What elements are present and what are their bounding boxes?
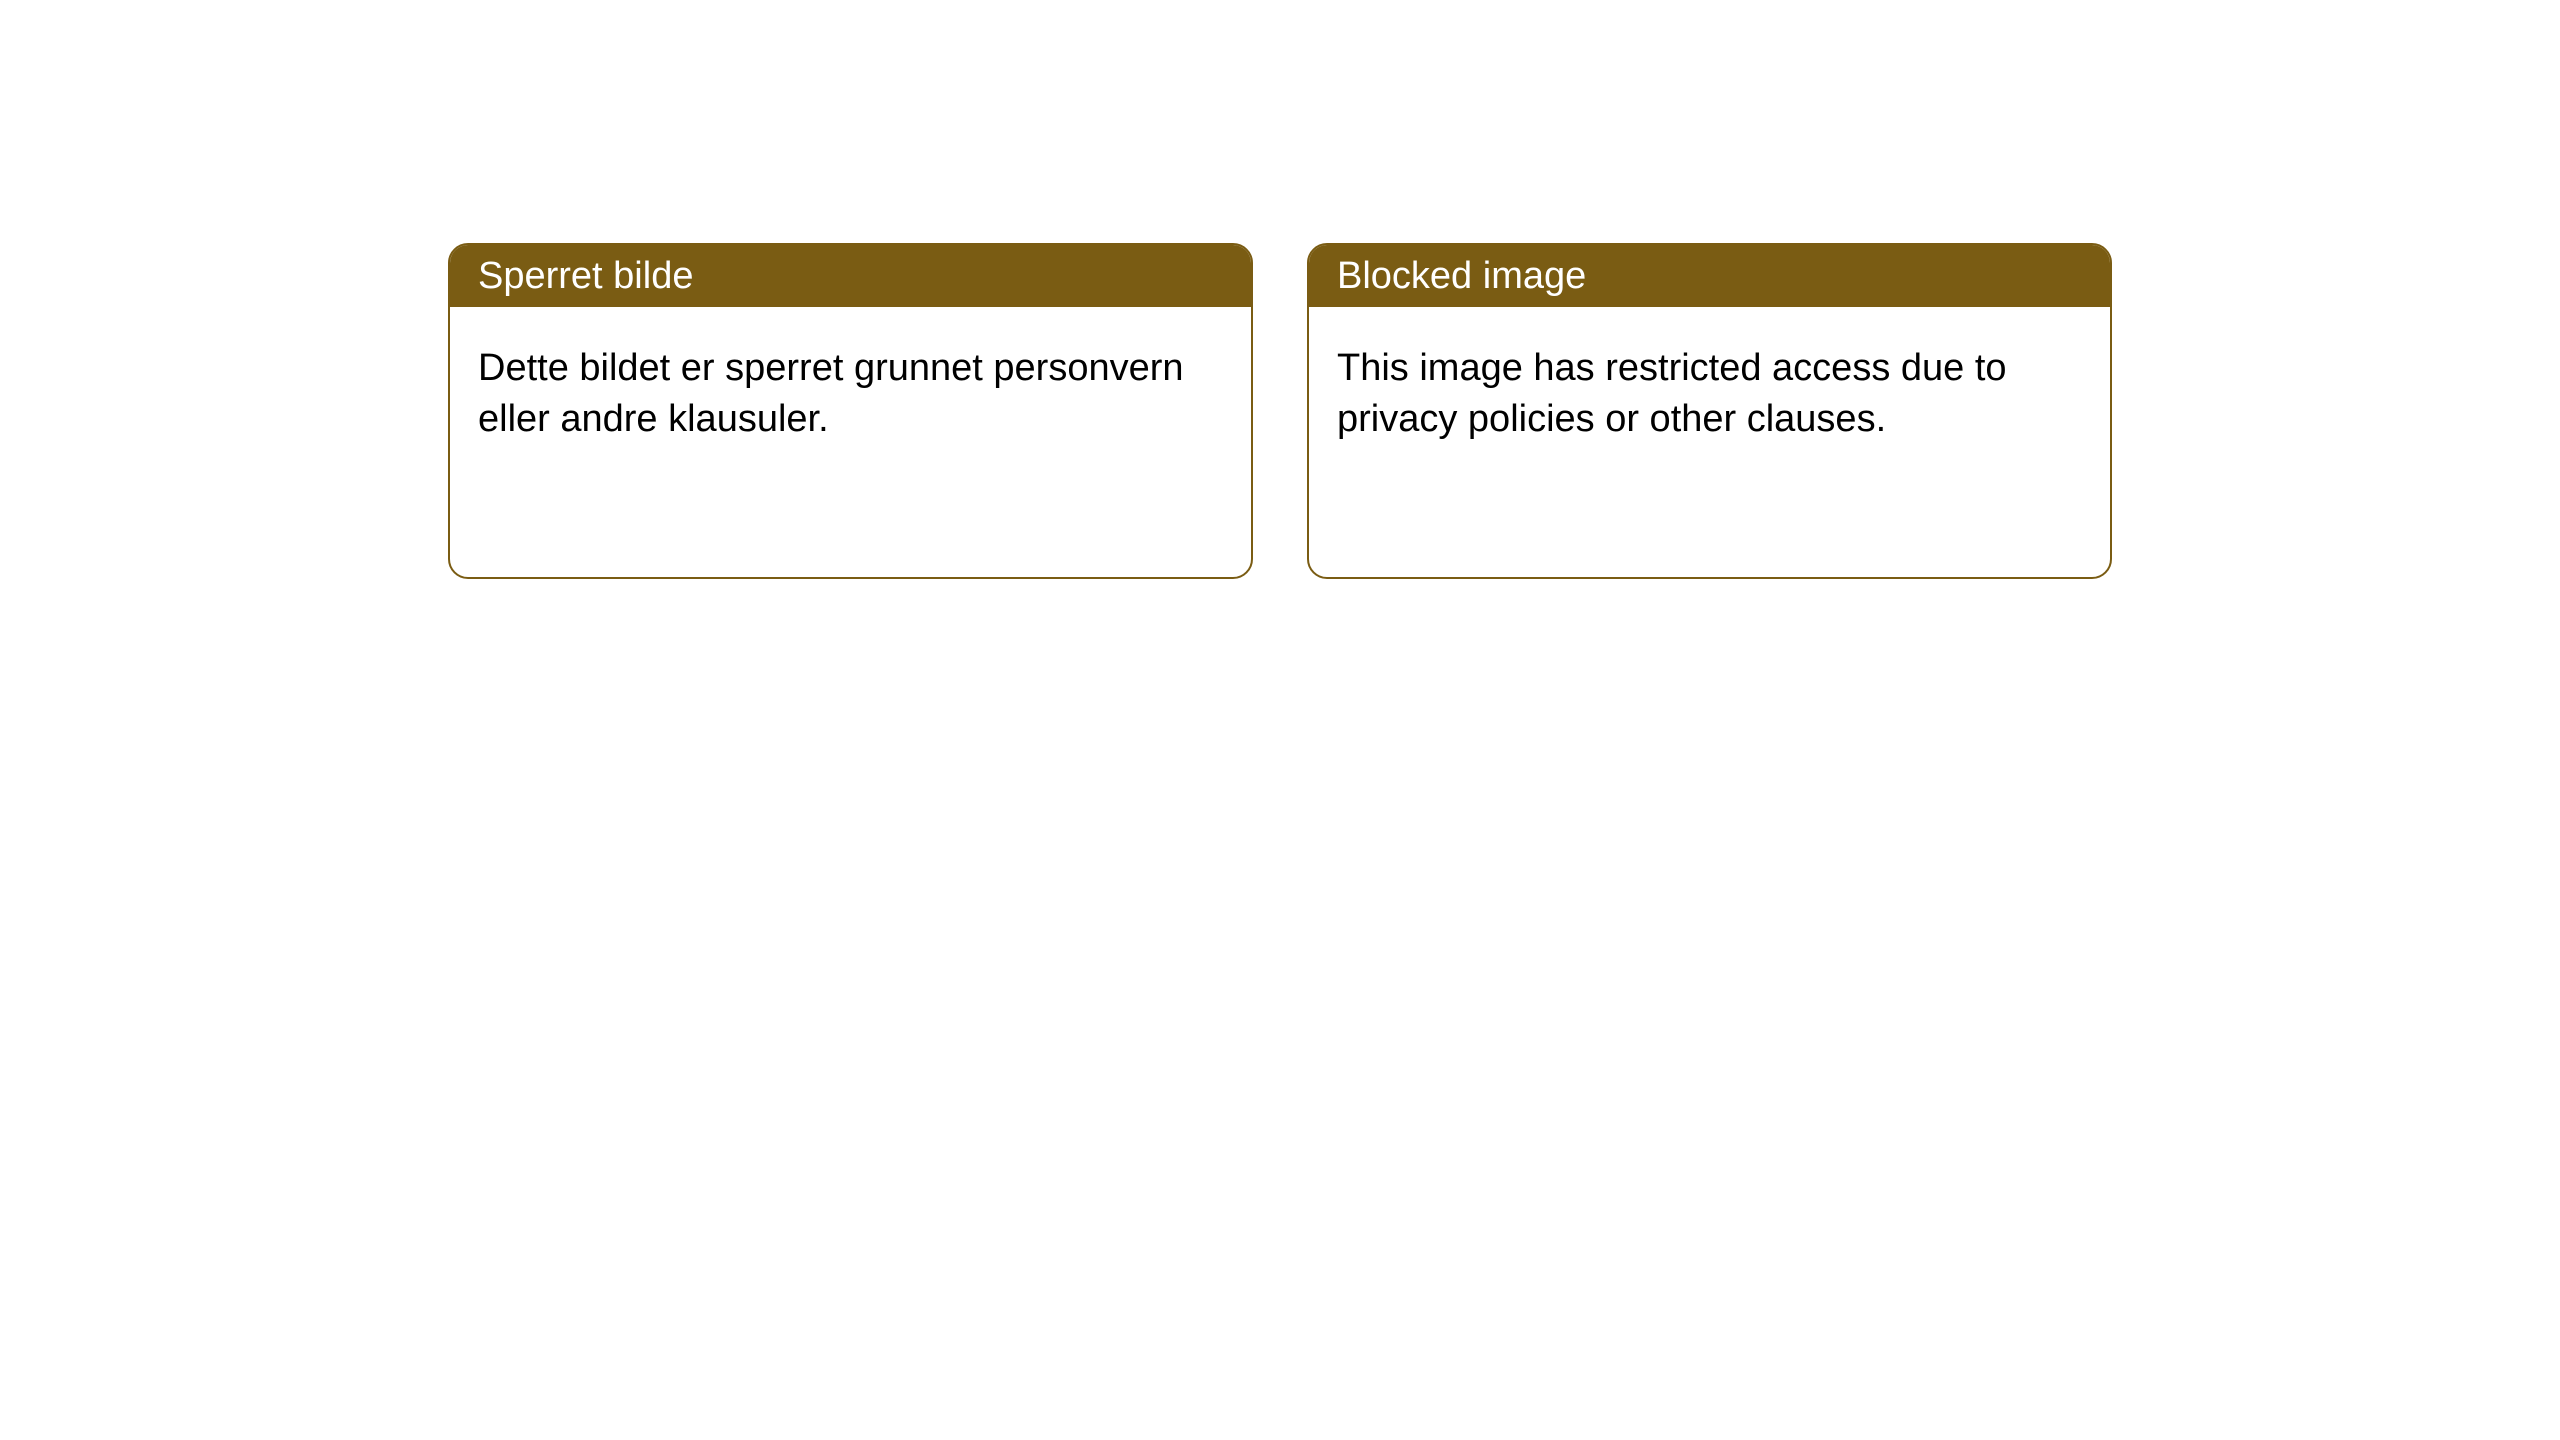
notice-container: Sperret bilde Dette bildet er sperret gr… (0, 0, 2560, 579)
notice-card-english: Blocked image This image has restricted … (1307, 243, 2112, 579)
notice-title: Blocked image (1309, 245, 2110, 307)
notice-body: This image has restricted access due to … (1309, 307, 2110, 482)
notice-body: Dette bildet er sperret grunnet personve… (450, 307, 1251, 482)
notice-title: Sperret bilde (450, 245, 1251, 307)
notice-card-norwegian: Sperret bilde Dette bildet er sperret gr… (448, 243, 1253, 579)
